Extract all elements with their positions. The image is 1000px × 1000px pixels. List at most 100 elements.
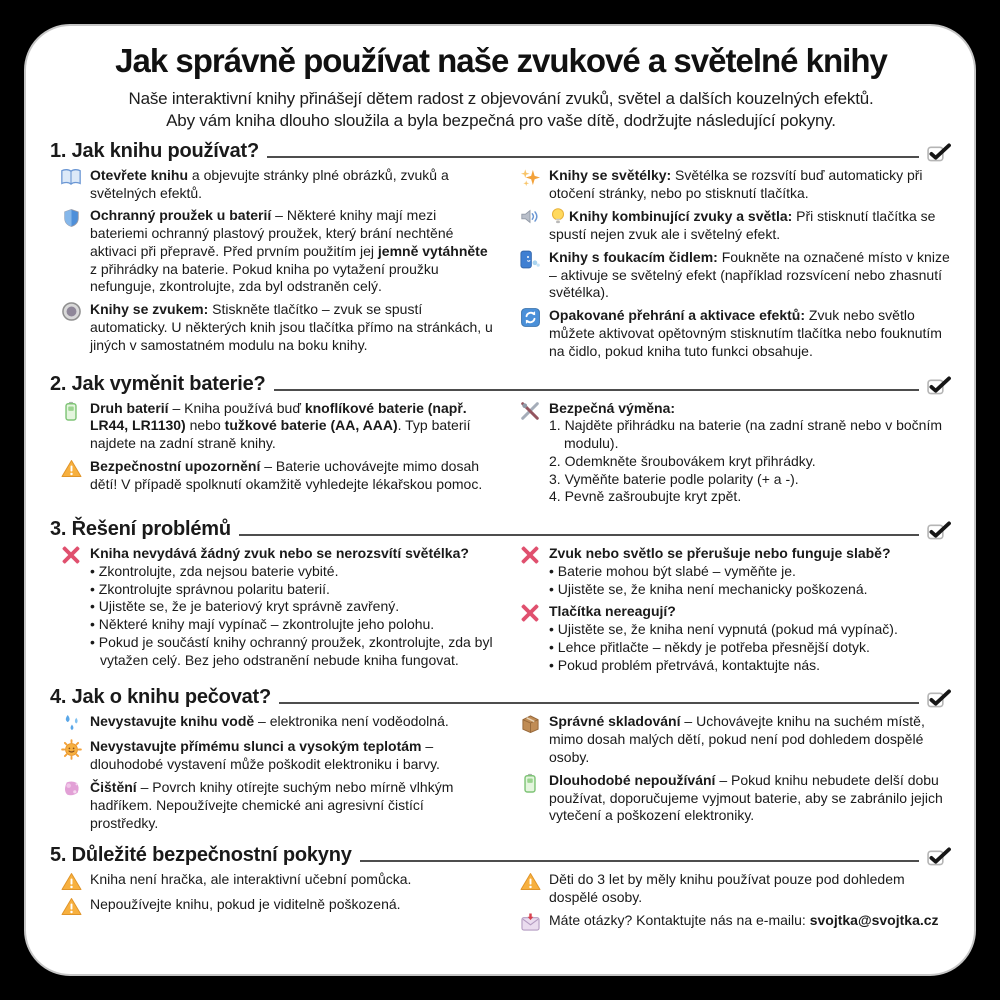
item-text: Otevřete knihu a objevujte stránky plné … — [90, 166, 449, 201]
instruction-item: Knihy se zvukem: Stiskněte tlačítko – zv… — [50, 301, 493, 354]
section-2-columns: Druh baterií – Kniha používá buď knoflík… — [50, 400, 952, 512]
repeat-icon — [518, 307, 542, 360]
warning-icon — [59, 458, 83, 494]
open-book-icon — [59, 167, 83, 203]
item-text: Nevystavujte knihu vodě – elektronika ne… — [90, 713, 449, 730]
section-5-columns: Kniha není hračka, ale interaktivní učeb… — [50, 871, 952, 936]
bullet-line: • Ujistěte se, že je bateriový kryt sprá… — [90, 598, 400, 615]
section-heading-row: 4. Jak o knihu pečovat? — [50, 686, 952, 709]
step-line: 2. Odemkněte šroubovákem kryt přihrádky. — [549, 452, 816, 469]
item-text: Kniha nevydává žádný zvuk nebo se nerozs… — [90, 545, 493, 668]
instruction-item: Zvuk nebo světlo se přerušuje nebo fungu… — [509, 545, 952, 598]
bullet-line: • Některé knihy mají vypínač – zkontrolu… — [90, 616, 435, 633]
water-drops-icon — [59, 713, 83, 733]
bullet-line: • Ujistěte se, že kniha není mechanicky … — [549, 580, 868, 597]
section-3-left-column: Kniha nevydává žádný zvuk nebo se nerozs… — [50, 545, 493, 674]
sun-icon — [59, 738, 83, 774]
section-1-heading: 1. Jak knihu používat? — [50, 139, 259, 162]
item-text: Čištění – Povrch knihy otírejte suchým n… — [90, 779, 454, 831]
item-text: Zvuk nebo světlo se přerušuje nebo fungu… — [549, 545, 952, 598]
section-heading-row: 3. Řešení problémů — [50, 518, 952, 541]
intro-line-2: Aby vám kniha dlouho sloužila a byla bez… — [166, 111, 836, 131]
step-line: 3. Vyměňte baterie podle polarity (+ a -… — [549, 470, 799, 487]
x-mark-icon — [518, 545, 542, 598]
instruction-item: Děti do 3 let by měly knihu používat pou… — [509, 871, 952, 907]
item-text: Děti do 3 let by měly knihu používat pou… — [549, 871, 905, 906]
item-text: Knihy se zvukem: Stiskněte tlačítko – zv… — [90, 301, 493, 353]
section-1-columns: Otevřete knihu a objevujte stránky plné … — [50, 167, 952, 366]
instruction-item: Správné skladování – Uchovávejte knihu n… — [509, 713, 952, 766]
bullet-line: • Zkontrolujte správnou polaritu baterií… — [90, 580, 330, 597]
bullet-line: • Pokud problém přetrvává, kontaktujte n… — [549, 656, 821, 673]
warning-icon — [59, 871, 83, 891]
shield-icon — [59, 207, 83, 296]
instruction-item: Knihy kombinující zvuky a světla: Při st… — [509, 207, 952, 244]
section-safety: 5. Důležité bezpečnostní pokyny Kniha ne… — [50, 844, 952, 936]
section-4-left-column: Nevystavujte knihu vodě – elektronika ne… — [50, 713, 493, 837]
instruction-item: Knihy se světélky: Světélka se rozsvítí … — [509, 167, 952, 203]
item-text: Nepoužívejte knihu, pokud je viditelně p… — [90, 896, 401, 913]
mail-icon — [518, 912, 542, 931]
section-rule — [279, 702, 919, 705]
warning-icon — [59, 896, 83, 916]
item-text: Kniha není hračka, ale interaktivní učeb… — [90, 871, 412, 888]
section-care: 4. Jak o knihu pečovat? Nevystavujte kni… — [50, 686, 952, 837]
section-rule — [359, 860, 919, 863]
sparkles-icon — [518, 167, 542, 203]
step-line: 1. Najděte přihrádku na baterie (na zadn… — [549, 417, 943, 452]
section-2-right-column: Bezpečná výměna: 1. Najděte přihrádku na… — [509, 400, 952, 512]
checkbox-checked-icon — [927, 143, 952, 163]
battery-icon — [59, 400, 83, 453]
sound-button-icon — [59, 301, 83, 354]
instruction-item: Otevřete knihu a objevujte stránky plné … — [50, 167, 493, 203]
section-heading-row: 1. Jak knihu používat? — [50, 140, 952, 163]
instruction-item: Opakované přehrání a aktivace efektů: Zv… — [509, 307, 952, 360]
instruction-item: Knihy s foukacím čidlem: Foukněte na ozn… — [509, 249, 952, 302]
section-5-heading: 5. Důležité bezpečnostní pokyny — [50, 844, 352, 867]
section-4-right-column: Správné skladování – Uchovávejte knihu n… — [509, 713, 952, 830]
checkbox-checked-icon — [927, 521, 952, 541]
section-rule — [238, 534, 919, 537]
section-batteries: 2. Jak vyměnit baterie? Druh baterií – K… — [50, 373, 952, 512]
x-mark-icon — [59, 545, 83, 669]
section-rule — [273, 388, 919, 391]
checkbox-checked-icon — [927, 376, 952, 396]
step-line: 4. Pevně zašroubujte kryt zpět. — [549, 488, 742, 505]
section-how-to-use: 1. Jak knihu používat? Otevřete knihu a … — [50, 140, 952, 366]
bullet-line: • Baterie mohou být slabé – vyměňte je. — [549, 562, 796, 579]
item-text: Bezpečnostní upozornění – Baterie uchová… — [90, 457, 483, 492]
tools-icon — [518, 400, 542, 507]
instruction-item: Nevystavujte přímému slunci a vysokým te… — [50, 738, 493, 774]
bullet-line: • Zkontrolujte, zda nejsou baterie vybit… — [90, 562, 339, 579]
instruction-item: Bezpečná výměna: 1. Najděte přihrádku na… — [509, 400, 952, 507]
warning-icon — [518, 871, 542, 907]
item-text: Druh baterií – Kniha používá buď knoflík… — [90, 399, 471, 452]
item-text: Tlačítka nereagují? • Ujistěte se, že kn… — [549, 603, 952, 674]
item-text: Nevystavujte přímému slunci a vysokým te… — [90, 738, 440, 773]
section-5-right-column: Děti do 3 let by měly knihu používat pou… — [509, 871, 952, 936]
bullet-line: • Ujistěte se, že kniha není vypnutá (po… — [549, 621, 898, 638]
section-heading-row: 2. Jak vyměnit baterie? — [50, 373, 952, 396]
section-4-columns: Nevystavujte knihu vodě – elektronika ne… — [50, 713, 952, 837]
section-1-left-column: Otevřete knihu a objevujte stránky plné … — [50, 167, 493, 360]
instruction-item: Tlačítka nereagují? • Ujistěte se, že kn… — [509, 603, 952, 674]
intro-line-1: Naše interaktivní knihy přinášejí dětem … — [128, 89, 874, 108]
item-text: Opakované přehrání a aktivace efektů: Zv… — [549, 307, 942, 359]
leaflet-card: Jak správně používat naše zvukové a svět… — [24, 24, 976, 976]
checkbox-checked-icon — [927, 689, 952, 709]
section-troubleshooting: 3. Řešení problémů Kniha nevydává žádný … — [50, 518, 952, 679]
speaker-icon — [518, 207, 542, 244]
section-3-columns: Kniha nevydává žádný zvuk nebo se nerozs… — [50, 545, 952, 679]
package-icon — [518, 713, 542, 766]
section-2-heading: 2. Jak vyměnit baterie? — [50, 372, 266, 395]
blow-sensor-icon — [518, 249, 542, 302]
item-text: Správné skladování – Uchovávejte knihu n… — [549, 713, 925, 766]
bullet-line: • Lehce přitlačte – někdy je potřeba pře… — [549, 638, 870, 655]
checkbox-checked-icon — [927, 847, 952, 867]
instruction-item: Máte otázky? Kontaktujte nás na e-mailu:… — [509, 912, 952, 931]
sponge-icon — [59, 779, 83, 832]
battery-icon — [518, 772, 542, 825]
section-2-left-column: Druh baterií – Kniha používá buď knoflík… — [50, 400, 493, 499]
instruction-item: Dlouhodobé nepoužívání – Pokud knihu neb… — [509, 772, 952, 825]
instruction-item: Druh baterií – Kniha používá buď knoflík… — [50, 400, 493, 453]
